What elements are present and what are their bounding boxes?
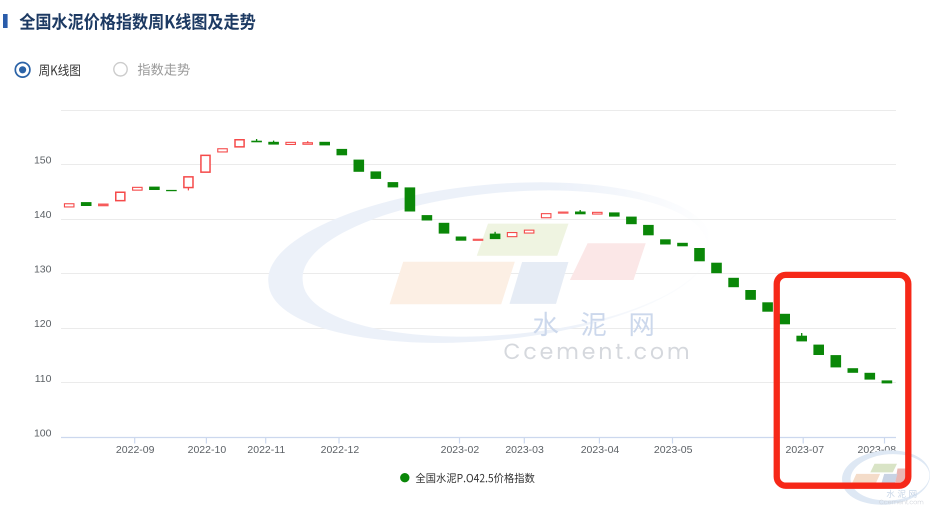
svg-text:2023-04: 2023-04 bbox=[581, 444, 620, 456]
svg-text:2023-05: 2023-05 bbox=[654, 444, 693, 456]
svg-text:2022-12: 2022-12 bbox=[321, 444, 360, 456]
svg-text:100: 100 bbox=[34, 427, 52, 439]
svg-text:2022-09: 2022-09 bbox=[116, 444, 155, 456]
svg-text:2023-03: 2023-03 bbox=[505, 444, 544, 456]
svg-text:2023-07: 2023-07 bbox=[786, 444, 825, 456]
svg-text:2022-10: 2022-10 bbox=[188, 444, 227, 456]
svg-text:150: 150 bbox=[34, 155, 52, 167]
svg-text:2022-11: 2022-11 bbox=[247, 444, 285, 456]
svg-text:130: 130 bbox=[34, 264, 52, 276]
svg-text:120: 120 bbox=[34, 318, 52, 330]
svg-text:2023-02: 2023-02 bbox=[441, 444, 480, 456]
svg-text:110: 110 bbox=[35, 373, 52, 385]
svg-text:140: 140 bbox=[34, 209, 52, 221]
